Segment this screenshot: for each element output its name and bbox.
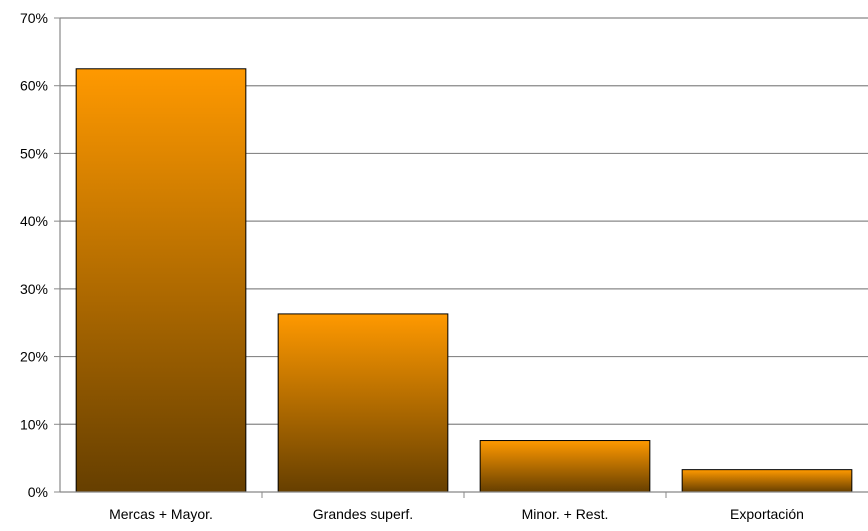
- y-tick-label: 40%: [20, 213, 48, 229]
- y-tick-label: 70%: [20, 10, 48, 26]
- bar: [75, 68, 247, 493]
- x-tick-label: Minor. + Rest.: [522, 506, 609, 522]
- bar: [277, 313, 449, 493]
- y-tick-label: 20%: [20, 349, 48, 365]
- y-tick-label: 60%: [20, 78, 48, 94]
- x-tick-label: Exportación: [730, 506, 804, 522]
- axes: [54, 17, 868, 498]
- y-tick-label: 0%: [28, 484, 48, 500]
- tick-labels: 0% 10% 20% 30% 40% 50% 60% 70% Mercas + Mayor. Gr…: [20, 10, 804, 522]
- x-tick-label: Grandes superf.: [313, 506, 413, 522]
- y-tick-label: 10%: [20, 416, 48, 432]
- bar: [681, 469, 853, 493]
- y-tick-label: 50%: [20, 145, 48, 161]
- x-tick-label: Mercas + Mayor.: [109, 506, 213, 522]
- bars: [75, 68, 853, 493]
- bar: [479, 440, 651, 493]
- y-tick-label: 30%: [20, 281, 48, 297]
